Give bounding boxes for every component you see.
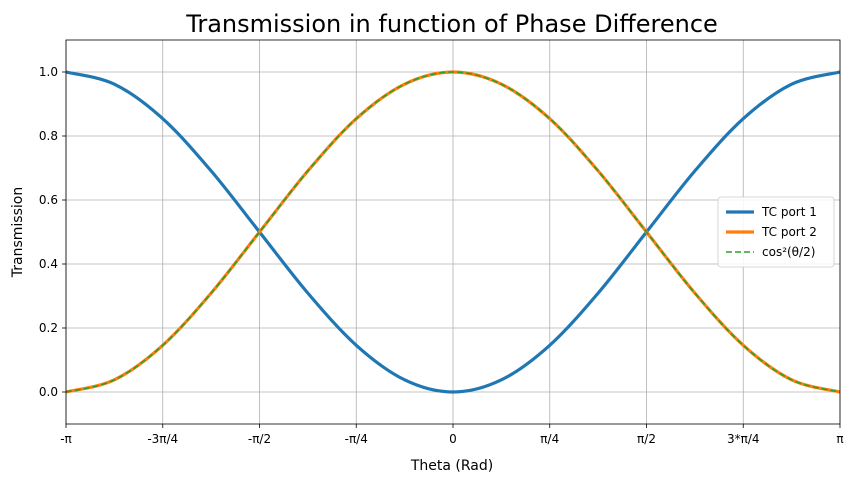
x-tick-label: -π/2: [248, 432, 271, 446]
y-tick-label: 0.2: [39, 321, 58, 335]
series-line-1: [65, 70, 841, 394]
y-tick-label: 0.4: [39, 257, 58, 271]
x-tick-label: -π/4: [345, 432, 368, 446]
y-axis-ticks: 0.0 0.2 0.4 0.6 0.8 1.0: [39, 65, 66, 399]
y-tick-label: 0.8: [39, 129, 58, 143]
x-axis-ticks: -π -3π/4 -π/2 -π/4 0 π/4 π/2 3*π/4 π: [60, 424, 844, 446]
series-line-3: [65, 71, 841, 393]
y-axis-label: Transmission: [10, 187, 26, 278]
x-tick-label: 3*π/4: [727, 432, 760, 446]
x-tick-label: π/2: [637, 432, 656, 446]
chart-title: Transmission in function of Phase Differ…: [185, 10, 718, 38]
series-layer: [65, 70, 841, 394]
x-tick-label: π: [836, 432, 843, 446]
legend-label: cos²(θ/2): [762, 245, 815, 259]
x-tick-label: π/4: [540, 432, 559, 446]
y-tick-label: 1.0: [39, 65, 58, 79]
x-tick-label: -π: [60, 432, 72, 446]
legend: TC port 1 TC port 2 cos²(θ/2): [717, 196, 835, 268]
legend-box: [717, 196, 835, 268]
legend-label: TC port 1: [761, 205, 817, 219]
x-axis-label: Theta (Rad): [410, 458, 493, 474]
y-tick-label: 0.6: [39, 193, 58, 207]
legend-label: TC port 2: [761, 225, 817, 239]
x-tick-label: -3π/4: [147, 432, 178, 446]
y-tick-label: 0.0: [39, 385, 58, 399]
x-tick-label: 0: [449, 432, 457, 446]
